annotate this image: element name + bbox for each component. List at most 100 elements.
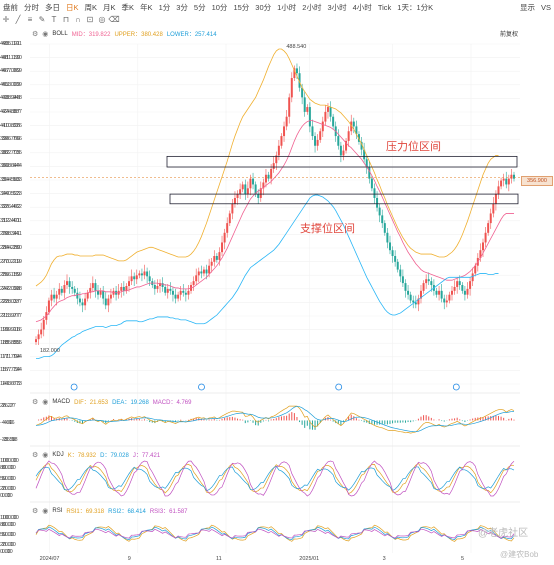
x-tick-label: 3 <box>382 556 386 562</box>
candle-body <box>342 150 345 156</box>
candle-body <box>373 188 376 198</box>
candle-body <box>319 131 322 140</box>
period-11[interactable]: 10分 <box>211 3 228 12</box>
candle-body <box>205 269 208 274</box>
candle-body <box>200 271 203 274</box>
candle-body <box>479 250 482 258</box>
period-4[interactable]: 周K <box>84 3 98 12</box>
trash-icon[interactable]: ⌫ <box>108 15 120 24</box>
y-tick-label: 438.948 <box>2 95 22 102</box>
candle-body <box>122 286 125 291</box>
candle-body <box>407 290 410 295</box>
candle-body <box>89 287 92 293</box>
period-19[interactable]: 1天：1分K <box>397 3 434 12</box>
display-button[interactable]: 显示 <box>519 3 535 12</box>
kdj-tick-right: 80.00 <box>0 465 14 471</box>
period-16[interactable]: 3小时 <box>327 3 347 12</box>
lock-icon[interactable]: ⊡ <box>86 15 94 24</box>
period-7[interactable]: 年K <box>140 3 153 12</box>
period-15[interactable]: 2小时 <box>302 3 322 12</box>
x-tick-label: 2025/01 <box>299 556 320 562</box>
y-tick-label: 185.855 <box>2 340 22 347</box>
brush-tool-icon[interactable]: ✎ <box>38 15 46 24</box>
candle-body <box>419 290 422 299</box>
candle-body <box>91 283 94 288</box>
magnet-icon[interactable]: ∩ <box>75 15 81 24</box>
kdj-name[interactable]: KDJ <box>52 451 64 458</box>
y-tick-label-right: 438.948 <box>0 95 20 102</box>
period-14[interactable]: 1小时 <box>277 3 297 12</box>
candle-body <box>146 271 149 277</box>
rsi-tick-right: 100.00 <box>0 515 17 521</box>
rsi-name[interactable]: RSI <box>52 507 63 514</box>
macd-macd: MACD：4.769 <box>152 400 192 406</box>
fib-tool-icon[interactable]: ≡ <box>27 15 33 24</box>
text-tool-icon[interactable]: T <box>51 15 57 24</box>
y-tick-label-right: 312.401 <box>0 217 20 224</box>
boll-name[interactable]: BOLL <box>52 30 68 37</box>
y-tick-label-right: 298.341 <box>0 231 20 238</box>
eye-icon[interactable]: ◉ <box>42 451 49 459</box>
period-2[interactable]: 多日 <box>45 3 60 12</box>
candle-body <box>280 136 283 146</box>
y-tick-label: 340.523 <box>2 190 22 197</box>
candle-body <box>417 298 420 305</box>
candle-body <box>350 121 353 132</box>
eye-icon[interactable]: ◉ <box>42 507 49 515</box>
candle-body <box>99 290 102 295</box>
candle-body <box>360 141 363 150</box>
candle-body <box>445 300 448 303</box>
period-0[interactable]: 盘前 <box>3 3 18 12</box>
gear-icon[interactable]: ⚙ <box>32 451 39 459</box>
macd-name[interactable]: MACD <box>52 398 71 405</box>
event-icon <box>198 383 205 391</box>
gear-icon[interactable]: ⚙ <box>32 398 39 406</box>
period-5[interactable]: 月K <box>103 3 116 12</box>
candle-body <box>427 279 430 282</box>
candle-body <box>264 174 267 183</box>
candle-body <box>138 273 141 276</box>
y-tick-label: 410.826 <box>2 122 22 129</box>
candle-body <box>179 290 182 295</box>
period-13[interactable]: 30分 <box>255 3 272 12</box>
period-12[interactable]: 15分 <box>233 3 250 12</box>
candle-body <box>192 281 195 286</box>
y-tick-label: 143.673 <box>2 381 22 387</box>
period-18[interactable]: Tick <box>377 3 392 12</box>
y-tick-label: 326.462 <box>2 204 22 211</box>
gear-icon[interactable]: ⚙ <box>32 507 39 515</box>
candle-body <box>195 275 198 282</box>
candle-body <box>448 294 451 301</box>
ruler-icon[interactable]: ⊓ <box>62 15 70 24</box>
candle-body <box>241 184 244 190</box>
y-tick-label: 424.887 <box>2 109 22 115</box>
compare-button[interactable]: VS <box>540 3 551 12</box>
period-6[interactable]: 季K <box>121 3 135 12</box>
period-3[interactable]: 日K <box>66 3 79 12</box>
eye-icon[interactable]: ◎ <box>98 15 106 24</box>
line-tool-icon[interactable]: ╱ <box>15 15 21 24</box>
rsi-tick-right: 80.00 <box>0 521 14 528</box>
period-10[interactable]: 5分 <box>193 3 206 12</box>
candle-body <box>461 285 464 291</box>
period-9[interactable]: 3分 <box>176 3 188 12</box>
eye-icon[interactable]: ◉ <box>42 30 49 38</box>
candle-body <box>153 285 156 289</box>
adjust-label[interactable]: 前复权 <box>500 32 519 38</box>
candle-body <box>68 281 71 287</box>
cursor-icon[interactable]: ✛ <box>2 15 10 24</box>
candle-body <box>159 283 162 286</box>
candle-body <box>221 242 224 253</box>
period-1[interactable]: 分时 <box>24 3 39 12</box>
y-tick-label-right: 424.887 <box>0 109 20 115</box>
y-tick-label-right: 354.583 <box>0 177 20 183</box>
candle-body <box>370 178 373 189</box>
gear-icon[interactable]: ⚙ <box>32 30 39 38</box>
macd-tick: -35.58 <box>2 437 18 443</box>
candle-body <box>505 178 508 185</box>
period-17[interactable]: 4小时 <box>352 3 372 12</box>
candle-body <box>391 250 394 257</box>
rsi-tick: 80.00 <box>2 521 16 528</box>
period-8[interactable]: 1分 <box>158 3 171 12</box>
eye-icon[interactable]: ◉ <box>42 398 49 406</box>
